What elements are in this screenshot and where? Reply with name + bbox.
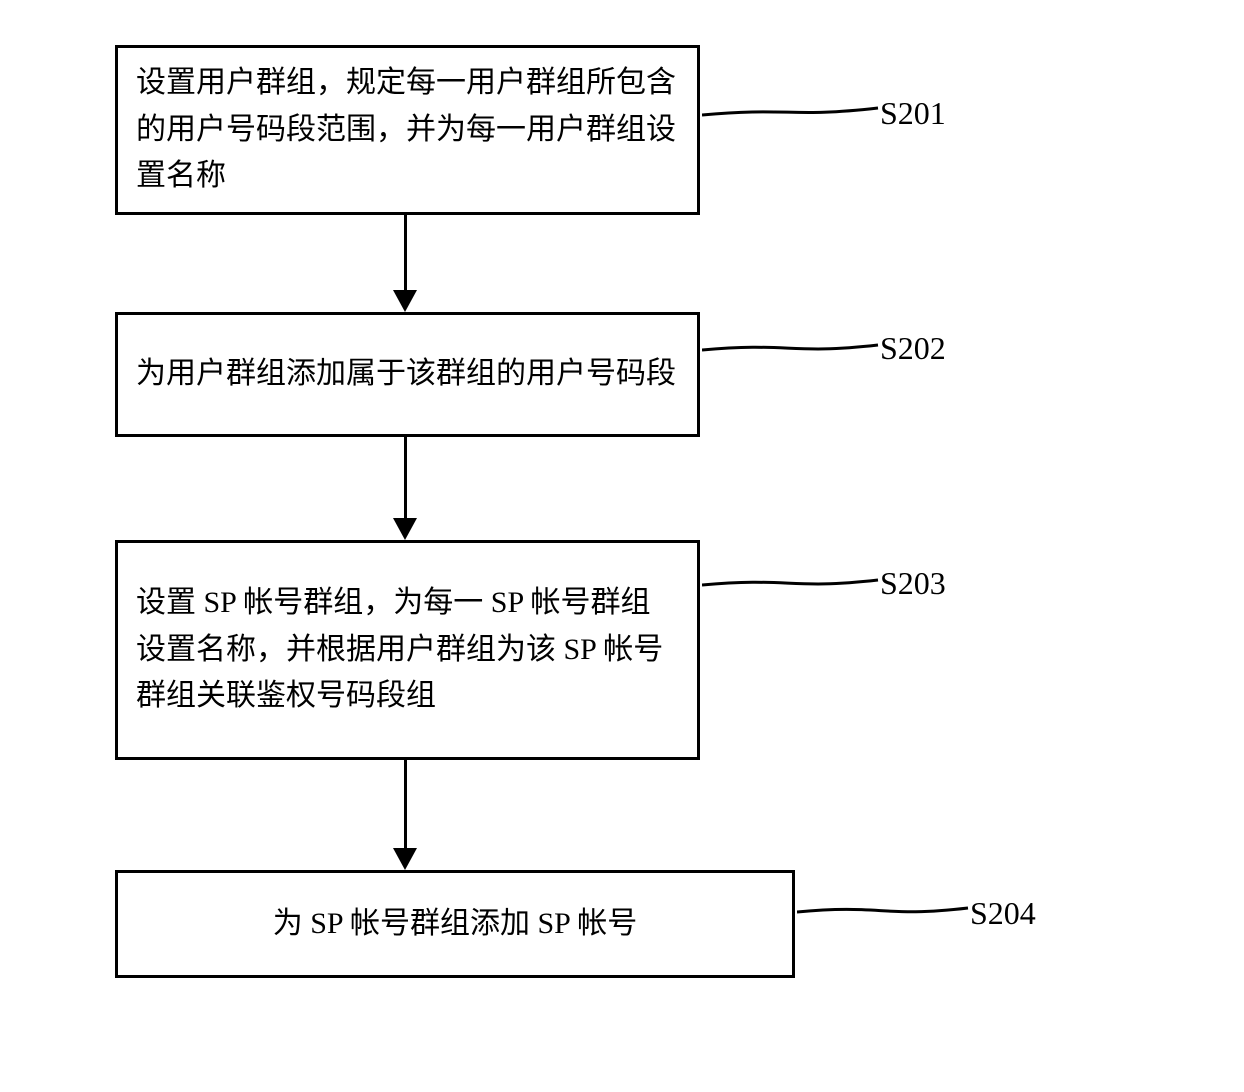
flow-step-text: 为 SP 帐号群组添加 SP 帐号 xyxy=(136,901,774,948)
flow-arrow-line xyxy=(404,760,407,850)
flow-step-label-s201: S201 xyxy=(880,95,946,132)
connector-curve xyxy=(702,568,882,597)
flow-step-s202: 为用户群组添加属于该群组的用户号码段 xyxy=(115,312,700,437)
connector-curve xyxy=(797,896,972,924)
flow-step-label-s203: S203 xyxy=(880,565,946,602)
flow-step-text: 设置用户群组，规定每一用户群组所包含的用户号码段范围，并为每一用户群组设置名称 xyxy=(136,60,679,200)
flow-arrow-line xyxy=(404,437,407,520)
flow-step-text: 设置 SP 帐号群组，为每一 SP 帐号群组设置名称，并根据用户群组为该 SP … xyxy=(136,580,679,720)
flow-step-label-s202: S202 xyxy=(880,330,946,367)
flowchart-canvas: 设置用户群组，规定每一用户群组所包含的用户号码段范围，并为每一用户群组设置名称 S… xyxy=(0,0,1244,1092)
flow-step-s204: 为 SP 帐号群组添加 SP 帐号 xyxy=(115,870,795,978)
flow-arrow-head xyxy=(393,290,417,312)
flow-step-s203: 设置 SP 帐号群组，为每一 SP 帐号群组设置名称，并根据用户群组为该 SP … xyxy=(115,540,700,760)
connector-curve xyxy=(702,96,882,127)
flow-step-text: 为用户群组添加属于该群组的用户号码段 xyxy=(136,351,679,398)
flow-arrow-head xyxy=(393,848,417,870)
flow-step-s201: 设置用户群组，规定每一用户群组所包含的用户号码段范围，并为每一用户群组设置名称 xyxy=(115,45,700,215)
connector-curve xyxy=(702,333,882,362)
flow-arrow-head xyxy=(393,518,417,540)
flow-step-label-s204: S204 xyxy=(970,895,1036,932)
flow-arrow-line xyxy=(404,215,407,292)
